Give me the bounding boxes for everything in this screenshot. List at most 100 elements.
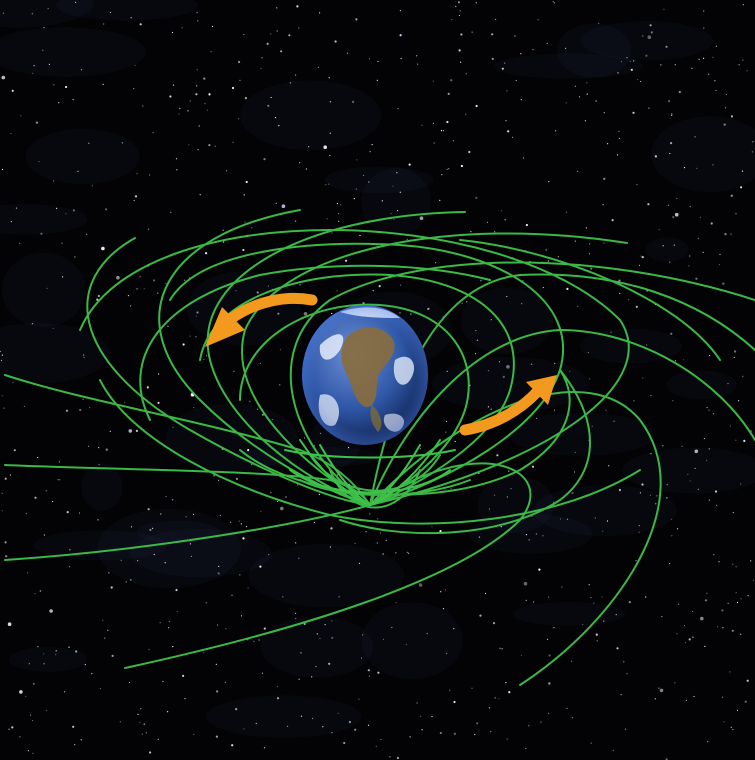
star <box>368 58 371 60</box>
star <box>319 637 321 640</box>
star <box>501 648 503 650</box>
nebula-haze <box>25 128 140 185</box>
star <box>334 40 337 43</box>
star <box>23 405 25 407</box>
star <box>498 698 500 700</box>
star <box>479 614 482 617</box>
star <box>603 112 605 114</box>
star <box>257 408 259 410</box>
star <box>440 130 443 132</box>
star <box>670 142 673 145</box>
star <box>731 629 734 632</box>
star <box>535 533 537 535</box>
star <box>740 633 742 635</box>
star <box>168 621 170 623</box>
star <box>603 177 606 180</box>
star <box>650 394 652 397</box>
star <box>602 530 604 532</box>
star <box>0 359 3 361</box>
star <box>139 721 141 723</box>
star <box>382 638 385 641</box>
star <box>184 698 186 700</box>
star <box>633 400 635 402</box>
star <box>65 85 68 89</box>
star <box>727 383 729 385</box>
star <box>716 504 718 506</box>
star <box>279 349 281 351</box>
star <box>646 344 648 346</box>
star <box>733 356 735 358</box>
star <box>743 439 746 442</box>
star <box>259 362 261 364</box>
star <box>243 728 245 730</box>
star <box>674 682 676 684</box>
star <box>149 528 152 532</box>
star <box>746 70 748 72</box>
star <box>33 683 35 685</box>
star <box>729 671 731 673</box>
star <box>331 636 334 640</box>
star <box>706 592 708 595</box>
nebula-haze <box>1 252 86 327</box>
nebula-haze <box>240 80 382 151</box>
star <box>239 79 241 81</box>
star <box>195 336 197 338</box>
star <box>68 566 71 568</box>
star <box>108 572 110 574</box>
star <box>274 117 277 119</box>
star <box>654 155 658 158</box>
star <box>531 363 533 365</box>
star <box>57 479 59 481</box>
star <box>308 146 310 148</box>
star <box>204 103 206 105</box>
star <box>143 288 145 290</box>
star <box>377 60 379 63</box>
star <box>330 527 333 530</box>
star <box>184 279 186 281</box>
star <box>381 200 383 202</box>
star <box>547 260 549 262</box>
star <box>315 665 317 668</box>
star <box>45 709 48 712</box>
star <box>164 562 166 564</box>
star <box>532 49 534 51</box>
star <box>421 124 423 126</box>
star <box>152 132 154 134</box>
star <box>703 57 705 60</box>
star <box>172 646 174 648</box>
star <box>219 514 221 517</box>
star <box>605 409 607 411</box>
star <box>495 18 497 20</box>
star <box>505 682 507 684</box>
star <box>89 407 91 409</box>
star <box>574 240 576 242</box>
star <box>554 362 556 365</box>
star <box>417 63 419 65</box>
star <box>280 50 283 53</box>
star <box>59 479 61 481</box>
star <box>245 526 248 528</box>
star <box>53 84 55 86</box>
star <box>263 627 266 630</box>
star <box>566 287 569 290</box>
star <box>706 406 708 409</box>
star <box>557 256 559 258</box>
star <box>725 93 728 96</box>
star <box>368 181 370 183</box>
star <box>205 602 207 604</box>
star <box>37 646 39 648</box>
star <box>684 642 687 644</box>
star <box>730 233 732 235</box>
star <box>396 756 399 760</box>
star <box>696 167 698 169</box>
star <box>141 733 143 735</box>
star <box>487 406 489 408</box>
nebula-haze <box>468 514 593 554</box>
star <box>740 483 742 485</box>
star <box>683 624 686 627</box>
star <box>713 413 715 415</box>
star <box>172 84 175 86</box>
star <box>319 432 321 434</box>
star <box>502 375 505 378</box>
star <box>515 79 517 82</box>
